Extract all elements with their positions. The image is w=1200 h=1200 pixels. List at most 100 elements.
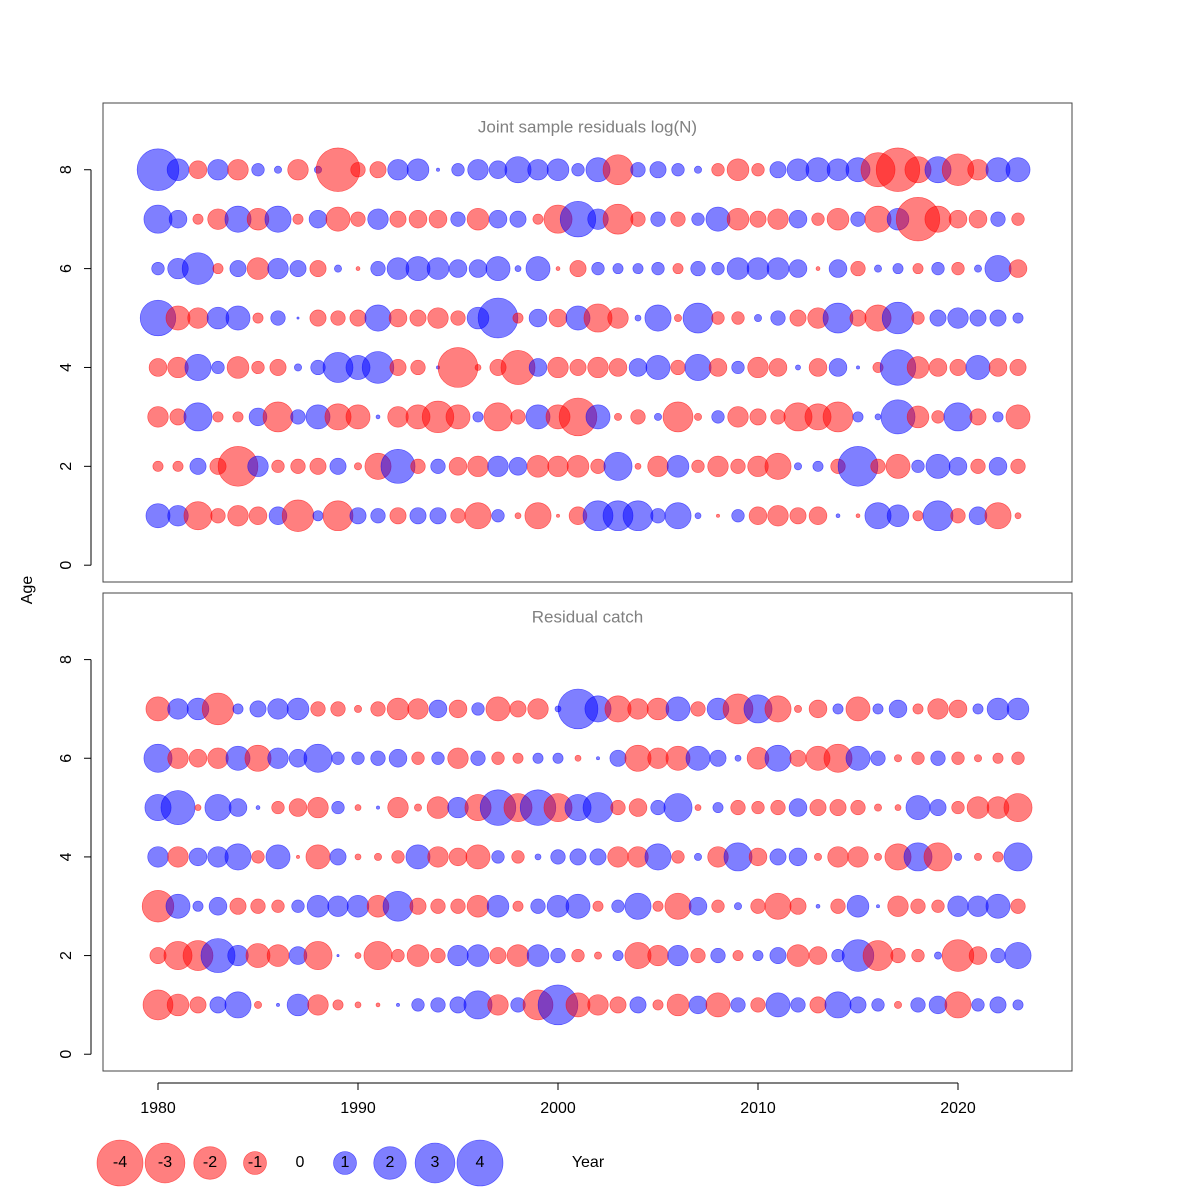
bubble	[555, 266, 561, 271]
bubble	[471, 702, 485, 716]
bubble	[852, 411, 864, 423]
bubble	[582, 792, 614, 823]
bubble	[1010, 898, 1026, 914]
bubble	[812, 460, 824, 472]
bubble	[850, 211, 866, 227]
bubble	[426, 257, 450, 280]
bubble	[145, 503, 171, 529]
bubble	[874, 852, 882, 861]
bubble	[188, 160, 208, 179]
bubble	[286, 993, 310, 1017]
bubble	[662, 401, 694, 433]
bubble	[705, 206, 731, 232]
bubble	[805, 157, 831, 183]
bubble	[247, 455, 269, 477]
bubble	[930, 750, 946, 766]
bubble	[212, 411, 224, 423]
bubble	[530, 898, 546, 914]
bubble	[488, 209, 508, 229]
bubble	[188, 847, 208, 867]
bubble	[906, 356, 930, 379]
bubble	[730, 458, 746, 474]
bubble	[510, 409, 526, 425]
bubble	[751, 163, 765, 177]
bubble	[716, 513, 720, 518]
bubble	[734, 902, 742, 911]
bubble	[470, 750, 486, 766]
y-tick-label: 6	[58, 264, 75, 273]
bubble	[527, 698, 549, 720]
bubble	[992, 851, 1004, 863]
bubble	[1003, 793, 1033, 822]
bubble	[989, 309, 1007, 327]
bubble	[602, 154, 634, 186]
bubble	[330, 310, 346, 326]
bubble	[815, 266, 821, 271]
bubble	[912, 510, 924, 522]
bubble	[726, 207, 750, 231]
bubble	[244, 744, 272, 772]
bubble	[354, 853, 362, 861]
bubble	[227, 505, 249, 527]
bubble	[167, 698, 189, 720]
bubble	[670, 211, 686, 227]
bubble	[647, 944, 669, 967]
bubble	[303, 941, 333, 970]
bubble	[168, 209, 188, 229]
bubble	[809, 799, 827, 817]
bubble	[587, 356, 609, 379]
panel-frame	[102, 592, 1073, 1072]
bubble	[794, 704, 802, 713]
bubble	[147, 406, 169, 428]
legend-label: 4	[476, 1154, 485, 1171]
bubble	[1014, 512, 1022, 520]
bubble	[389, 359, 407, 376]
bubble	[596, 756, 600, 761]
bubble	[931, 899, 945, 913]
bubble	[427, 307, 449, 329]
bubble	[571, 163, 585, 177]
bubble	[691, 459, 705, 473]
bubble	[246, 257, 270, 280]
bubble	[204, 794, 232, 821]
bubble	[808, 946, 828, 965]
bubble	[445, 404, 471, 430]
bubble	[269, 359, 287, 376]
bubble	[850, 261, 866, 277]
bubble	[408, 209, 428, 229]
bubble	[147, 846, 169, 868]
bubble	[426, 796, 450, 819]
bubble	[748, 506, 768, 525]
bubble	[647, 747, 669, 769]
bubble	[988, 457, 1008, 476]
bubble	[786, 158, 810, 181]
bubble	[972, 703, 984, 715]
bubble	[587, 994, 609, 1016]
bubble	[795, 364, 801, 371]
bubble	[603, 451, 633, 481]
bubble	[947, 895, 969, 917]
bubble	[227, 159, 249, 181]
bubble	[652, 999, 664, 1011]
bubble	[585, 404, 611, 430]
bubble	[894, 804, 902, 811]
bubble	[974, 754, 982, 763]
bubble	[546, 895, 570, 918]
bubble	[788, 798, 808, 817]
bubble	[526, 455, 550, 478]
bubble	[750, 898, 766, 914]
bubble	[830, 898, 846, 914]
bubble	[644, 304, 672, 332]
bubble	[650, 211, 666, 227]
bubble	[291, 899, 305, 913]
bubble	[427, 846, 449, 868]
bubble	[650, 800, 666, 816]
bubble	[664, 502, 692, 530]
bubble	[645, 355, 671, 380]
bubble	[528, 308, 548, 328]
bubble	[306, 895, 330, 918]
bubble	[466, 207, 490, 231]
bubble	[822, 302, 854, 334]
bubble	[547, 356, 569, 379]
bubble	[630, 211, 646, 227]
